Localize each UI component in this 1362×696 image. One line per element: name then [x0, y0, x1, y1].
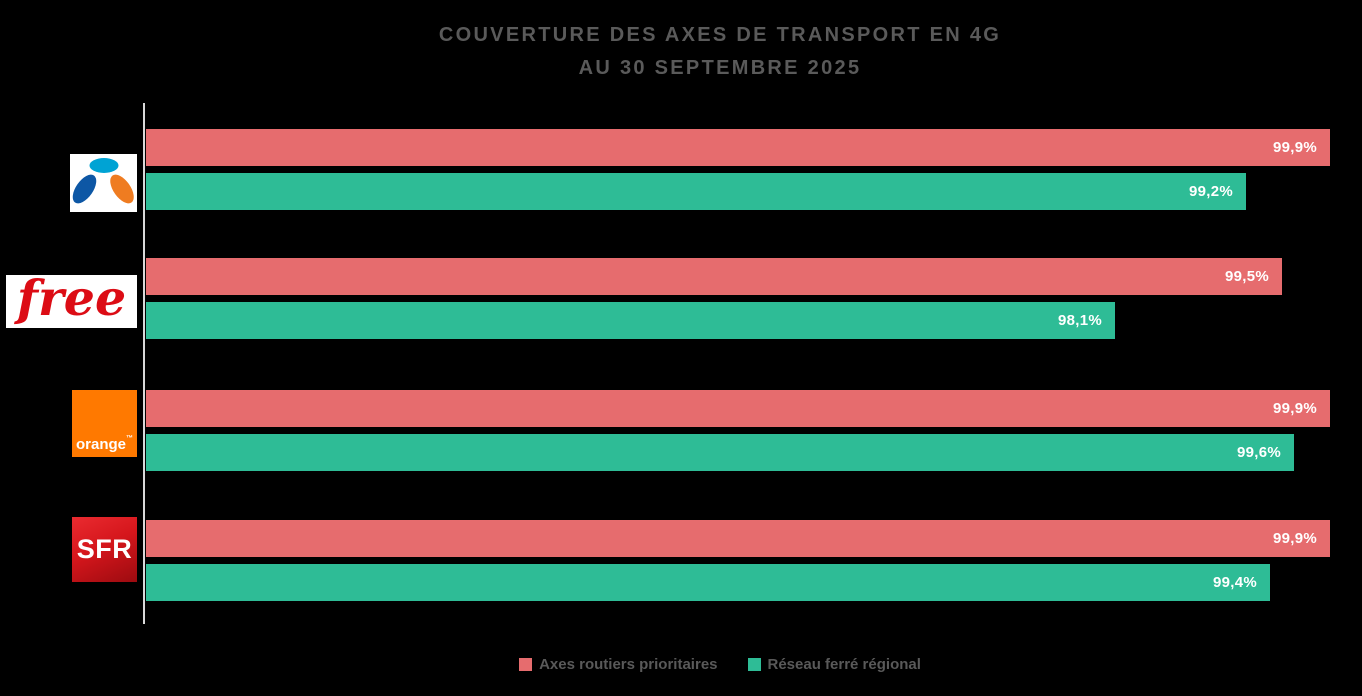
- legend-label-axes-routiers: Axes routiers prioritaires: [539, 656, 718, 673]
- logo-free: free: [6, 269, 137, 328]
- legend-label-reseau-ferre: Réseau ferré régional: [767, 656, 921, 673]
- chart-title-line-1: COUVERTURE DES AXES DE TRANSPORT EN 4G: [438, 24, 1002, 46]
- bar-value-label: 99,4%: [1212, 574, 1257, 591]
- legend-item-reseau-ferre: Réseau ferré régional: [747, 656, 921, 673]
- orange-wordmark: orange: [75, 436, 126, 453]
- bar-value-label: 99,2%: [1188, 183, 1233, 200]
- bar-reseau-ferre-free: 98,1%: [146, 302, 1115, 339]
- y-axis-line: [143, 103, 145, 624]
- chart-title: COUVERTURE DES AXES DE TRANSPORT EN 4G A…: [78, 19, 1362, 85]
- logo-bouygues-telecom: [70, 154, 137, 212]
- legend: Axes routiers prioritaires Réseau ferré …: [78, 656, 1362, 673]
- trademark-symbol: ™: [126, 435, 133, 442]
- bar-axes-routiers-sfr: 99,9%: [146, 520, 1330, 557]
- bouygues-telecom-icon: [72, 158, 134, 204]
- free-wordmark: free: [16, 269, 127, 327]
- bar-reseau-ferre-orange: 99,6%: [146, 434, 1294, 471]
- logo-sfr: SFR: [72, 517, 137, 582]
- bar-value-label: 99,6%: [1236, 444, 1281, 461]
- bar-value-label: 99,9%: [1272, 400, 1317, 417]
- legend-swatch-axes-routiers: [519, 658, 533, 671]
- bar-axes-routiers-orange: 99,9%: [146, 390, 1330, 427]
- bar-reseau-ferre-bouygues: 99,2%: [146, 173, 1246, 210]
- sfr-wordmark: SFR: [76, 534, 133, 564]
- legend-swatch-reseau-ferre: [747, 658, 761, 671]
- bar-value-label: 98,1%: [1057, 312, 1102, 329]
- chart-title-line-2: AU 30 SEPTEMBRE 2025: [578, 57, 862, 79]
- bar-value-label: 99,9%: [1272, 530, 1317, 547]
- bar-value-label: 99,9%: [1272, 139, 1317, 156]
- logo-orange: orange™: [72, 390, 137, 457]
- bar-value-label: 99,5%: [1224, 268, 1269, 285]
- bar-axes-routiers-free: 99,5%: [146, 258, 1282, 295]
- bar-axes-routiers-bouygues: 99,9%: [146, 129, 1330, 166]
- legend-item-axes-routiers: Axes routiers prioritaires: [519, 656, 718, 673]
- bar-reseau-ferre-sfr: 99,4%: [146, 564, 1270, 601]
